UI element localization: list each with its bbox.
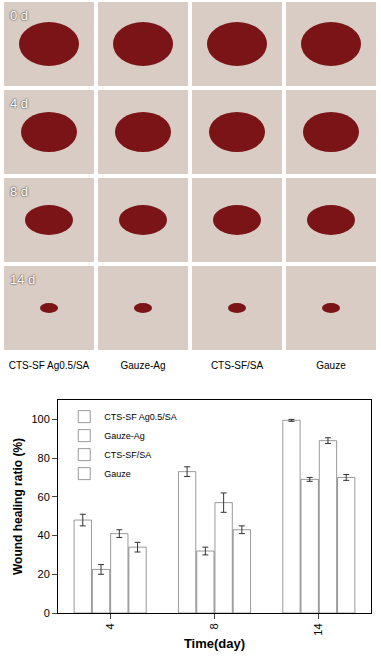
svg-text:Wound healing ratio (%): Wound healing ratio (%) (11, 438, 25, 575)
svg-text:Time(day): Time(day) (184, 636, 245, 651)
svg-text:8: 8 (208, 623, 220, 629)
svg-text:Gauze: Gauze (104, 469, 131, 479)
svg-text:60: 60 (38, 491, 50, 503)
html-text:Gauze-Ag: Gauze-Ag (120, 360, 166, 371)
svg-text:80: 80 (38, 452, 50, 464)
svg-text:Gauze-Ag: Gauze-Ag (104, 431, 145, 441)
html-text:CTS-SF Ag0.5/SA: CTS-SF Ag0.5/SA (8, 360, 90, 371)
html-text:4 d: 4 d (10, 96, 29, 111)
html-text:8 d: 8 d (10, 184, 29, 199)
svg-text:0: 0 (44, 607, 50, 619)
svg-text:14: 14 (312, 623, 324, 635)
svg-text:20: 20 (38, 568, 50, 580)
svg-text:CTS-SF Ag0.5/SA: CTS-SF Ag0.5/SA (104, 412, 177, 422)
html-text:14 d: 14 d (10, 272, 36, 287)
svg-text:CTS-SF/SA: CTS-SF/SA (104, 450, 151, 460)
html-text:CTS-SF/SA: CTS-SF/SA (210, 360, 264, 371)
svg-text:100: 100 (31, 413, 49, 425)
svg-text:40: 40 (38, 529, 50, 541)
svg-text:4: 4 (104, 623, 116, 629)
html-text:Gauze: Gauze (316, 360, 346, 371)
html-text:0 d: 0 d (10, 8, 29, 23)
